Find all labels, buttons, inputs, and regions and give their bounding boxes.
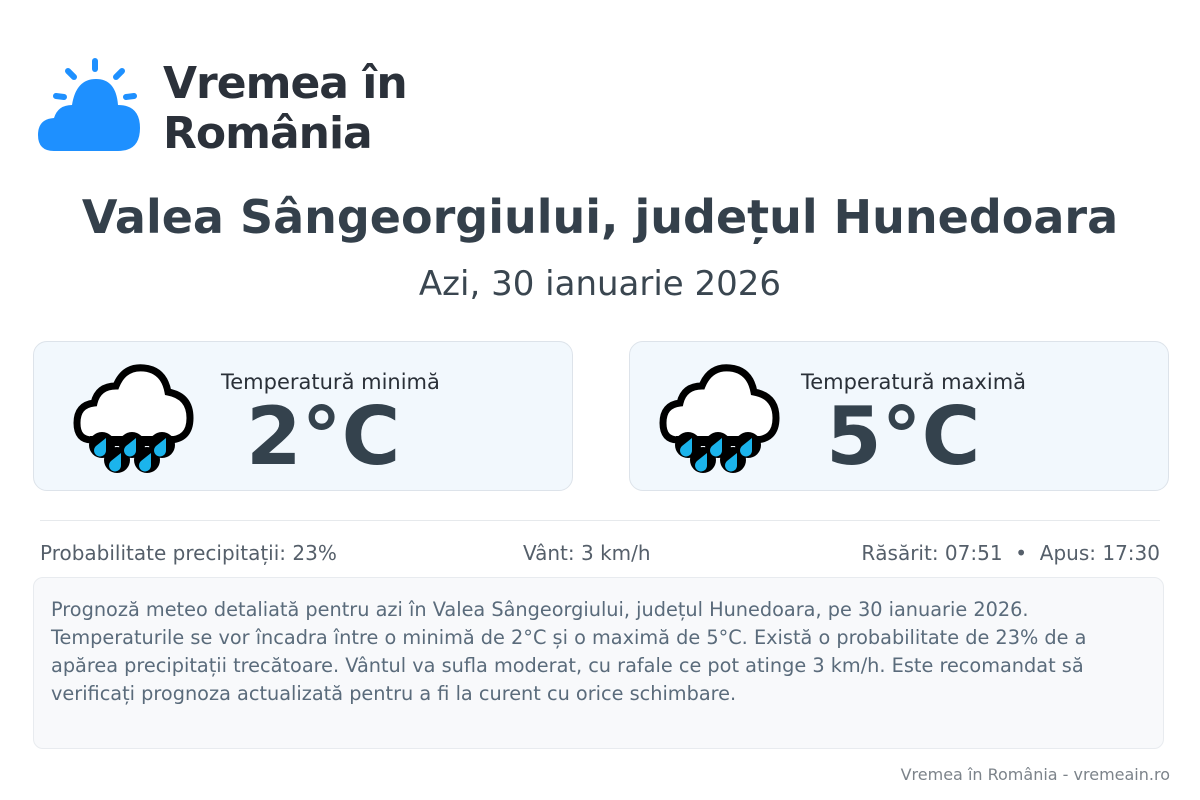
max-temp-card: Temperatură maximă 5°C bbox=[629, 341, 1169, 491]
sun-cloud-icon bbox=[38, 58, 140, 151]
divider bbox=[40, 520, 1160, 521]
brand-line-1: Vremea în bbox=[163, 58, 408, 109]
min-temp-label: Temperatură minimă bbox=[221, 370, 440, 394]
max-temp-label: Temperatură maximă bbox=[801, 370, 1027, 394]
precipitation-probability: Probabilitate precipitații: 23% bbox=[40, 541, 337, 565]
page-title: Valea Sângeorgiului, județul Hunedoara bbox=[81, 190, 1119, 244]
footer-credit[interactable]: Vremea în România - vremeain.ro bbox=[900, 765, 1170, 784]
brand-line-2: România bbox=[163, 108, 373, 159]
brand-logo[interactable]: Vremea în România bbox=[36, 55, 408, 159]
brand-name: Vremea în România bbox=[163, 58, 408, 159]
rain-cloud-icon bbox=[659, 364, 780, 473]
min-temp-value: 2°C bbox=[246, 390, 401, 483]
forecast-date: Azi, 30 ianuarie 2026 bbox=[418, 264, 782, 304]
forecast-description: Prognoză meteo detaliată pentru azi în V… bbox=[33, 577, 1164, 749]
rain-cloud-icon bbox=[73, 364, 194, 473]
wind-speed: Vânt: 3 km/h bbox=[523, 541, 651, 565]
max-temp-value: 5°C bbox=[826, 390, 981, 483]
min-temp-card: Temperatură minimă 2°C bbox=[33, 341, 573, 491]
sunrise-sunset: Răsărit: 07:51 • Apus: 17:30 bbox=[861, 541, 1160, 565]
